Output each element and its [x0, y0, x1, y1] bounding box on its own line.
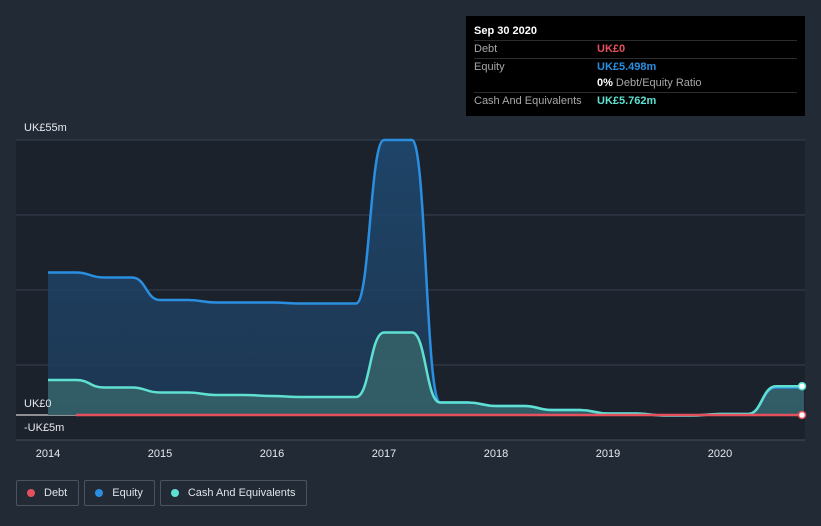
legend-label-cash: Cash And Equivalents: [187, 487, 296, 499]
tooltip-equity-row: Equity UK£5.498m: [474, 57, 797, 76]
cash-end-marker: [797, 381, 807, 391]
tooltip-ratio-row: 0% Debt/Equity Ratio: [474, 75, 797, 92]
legend-label-debt: Debt: [44, 487, 68, 499]
y-tick-label: UK£55m: [24, 122, 67, 134]
tooltip-equity-label: Equity: [474, 60, 505, 73]
tooltip-debt-label: Debt: [474, 43, 498, 55]
y-tick-label: UK£0: [24, 398, 52, 410]
legend-item-equity[interactable]: Equity: [84, 480, 155, 506]
cash-dot-icon: [170, 489, 179, 497]
cash-area: [48, 332, 804, 416]
x-tick-label: 2019: [596, 448, 620, 460]
tooltip-debt-row: Debt UK£0: [474, 40, 797, 58]
tooltip-date: Sep 30 2020: [474, 25, 537, 37]
equity-dot-icon: [95, 489, 104, 497]
tooltip-panel: Sep 30 2020 Debt UK£0 Equity UK£5.498m 0…: [466, 16, 805, 116]
tooltip-cash-row: Cash And Equivalents UK£5.762m: [474, 91, 797, 110]
legend-item-debt[interactable]: Debt: [16, 480, 80, 506]
x-tick-label: 2014: [36, 448, 60, 460]
x-tick-label: 2015: [148, 448, 172, 460]
x-tick-label: 2016: [260, 448, 284, 460]
debt-dot-icon: [27, 489, 35, 497]
y-tick-label: -UK£5m: [24, 422, 64, 434]
tooltip-ratio-value: 0%: [597, 77, 613, 89]
tooltip-ratio-label: Debt/Equity Ratio: [615, 77, 702, 89]
x-tick-label: 2020: [708, 448, 732, 460]
x-tick-label: 2018: [484, 448, 508, 460]
x-tick-label: 2017: [372, 448, 396, 460]
legend: Debt Equity Cash And Equivalents: [16, 480, 308, 506]
debt-end-marker: [797, 410, 807, 420]
tooltip-cash-value: UK£5.762m: [597, 94, 657, 107]
tooltip-equity-value: UK£5.498m: [597, 60, 657, 73]
tooltip-debt-value: UK£0: [597, 43, 626, 55]
legend-label-equity: Equity: [112, 487, 143, 499]
legend-item-cash[interactable]: Cash And Equivalents: [159, 480, 308, 506]
tooltip-cash-label: Cash And Equivalents: [474, 94, 582, 107]
